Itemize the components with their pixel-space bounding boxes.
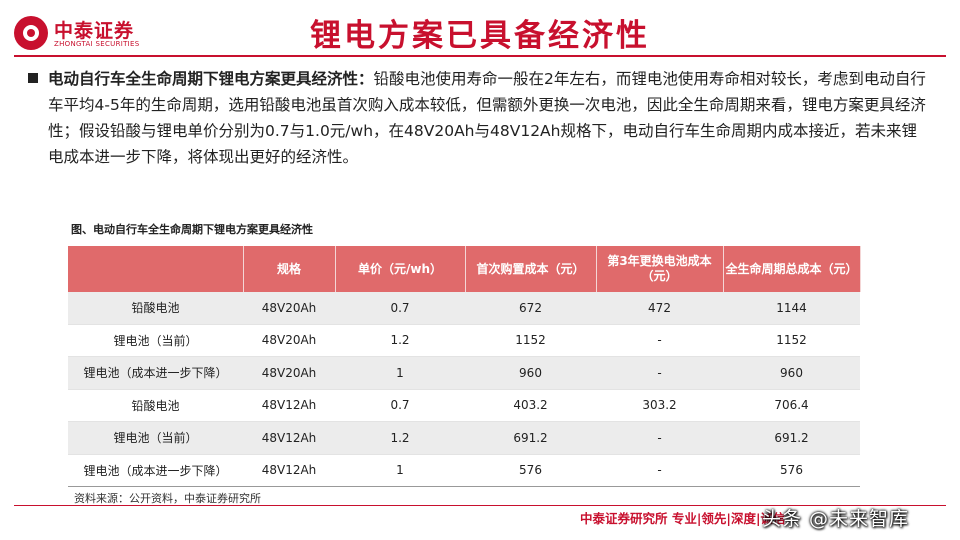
cell-total-cost: 576 (723, 454, 860, 487)
table-row: 锂电池（当前） 48V12Ah 1.2 691.2 - 691.2 (68, 421, 860, 455)
header-divider (14, 55, 946, 57)
header-replacement-cost: 第3年更换电池成本（元） (596, 246, 724, 292)
table-title: 图、电动自行车全生命周期下锂电方案更具经济性 (71, 223, 313, 236)
page-title: 锂电方案已具备经济性 (310, 18, 650, 54)
header-battery-type (68, 246, 244, 292)
cell-battery-type: 铅酸电池 (68, 389, 243, 422)
cell-initial-cost: 691.2 (465, 421, 596, 455)
cell-unit-price: 1.2 (335, 324, 465, 357)
header-spec: 规格 (243, 246, 336, 292)
paragraph-text: 电动自行车全生命周期下锂电方案更具经济性：铅酸电池使用寿命一般在2年左右，而锂电… (28, 66, 928, 170)
cell-unit-price: 0.7 (335, 389, 465, 422)
cell-initial-cost: 576 (465, 454, 596, 487)
paragraph-lead: 电动自行车全生命周期下锂电方案更具经济性： (48, 70, 374, 88)
body-paragraph: 电动自行车全生命周期下锂电方案更具经济性：铅酸电池使用寿命一般在2年左右，而锂电… (28, 66, 928, 170)
cell-total-cost: 691.2 (723, 421, 860, 455)
footer-divider (14, 505, 946, 506)
cell-initial-cost: 403.2 (465, 389, 596, 422)
cell-battery-type: 锂电池（成本进一步下降） (68, 454, 243, 487)
cell-unit-price: 1.2 (335, 421, 465, 455)
logo-name-en: ZHONGTAI SECURITIES (54, 40, 140, 48)
cell-battery-type: 铅酸电池 (68, 292, 243, 325)
cell-initial-cost: 672 (465, 292, 596, 325)
cell-initial-cost: 960 (465, 356, 596, 390)
cell-replacement-cost: 472 (596, 292, 723, 325)
table-row: 锂电池（当前） 48V20Ah 1.2 1152 - 1152 (68, 324, 860, 357)
cell-spec: 48V20Ah (243, 292, 335, 325)
table-row: 铅酸电池 48V12Ah 0.7 403.2 303.2 706.4 (68, 389, 860, 422)
cell-total-cost: 1144 (723, 292, 860, 325)
cell-battery-type: 锂电池（当前） (68, 421, 243, 455)
cell-replacement-cost: - (596, 356, 723, 390)
table-row: 锂电池（成本进一步下降） 48V20Ah 1 960 - 960 (68, 356, 860, 390)
table-row: 锂电池（成本进一步下降） 48V12Ah 1 576 - 576 (68, 454, 860, 487)
header-total-cost: 全生命周期总成本（元） (723, 246, 861, 292)
cell-spec: 48V20Ah (243, 324, 335, 357)
header-unit-price: 单价（元/wh） (335, 246, 466, 292)
cell-spec: 48V12Ah (243, 389, 335, 422)
cell-spec: 48V12Ah (243, 421, 335, 455)
cell-replacement-cost: 303.2 (596, 389, 723, 422)
cell-unit-price: 1 (335, 454, 465, 487)
cell-battery-type: 锂电池（成本进一步下降） (68, 356, 243, 390)
cell-unit-price: 1 (335, 356, 465, 390)
cell-total-cost: 706.4 (723, 389, 860, 422)
footer-slogan: 中泰证券研究所 专业|领先|深度|诚信 (580, 511, 786, 526)
cell-spec: 48V20Ah (243, 356, 335, 390)
cell-spec: 48V12Ah (243, 454, 335, 487)
cell-total-cost: 1152 (723, 324, 860, 357)
watermark: 头条 @未来智库 (762, 508, 910, 530)
cell-total-cost: 960 (723, 356, 860, 390)
logo-mark-icon (14, 16, 48, 50)
cost-comparison-table: 规格 单价（元/wh） 首次购置成本（元） 第3年更换电池成本（元） 全生命周期… (68, 246, 861, 487)
table-row: 铅酸电池 48V20Ah 0.7 672 472 1144 (68, 292, 860, 325)
table-header-row: 规格 单价（元/wh） 首次购置成本（元） 第3年更换电池成本（元） 全生命周期… (68, 246, 861, 292)
paragraph-body: 铅酸电池使用寿命一般在2年左右，而锂电池使用寿命相对较长，考虑到电动自行车平均4… (48, 70, 926, 166)
square-bullet-icon (28, 73, 38, 83)
header-initial-cost: 首次购置成本（元） (465, 246, 597, 292)
cell-initial-cost: 1152 (465, 324, 596, 357)
cell-battery-type: 锂电池（当前） (68, 324, 243, 357)
table-source-note: 资料来源：公开资料，中泰证券研究所 (74, 492, 261, 505)
cell-replacement-cost: - (596, 454, 723, 487)
cell-replacement-cost: - (596, 324, 723, 357)
cell-replacement-cost: - (596, 421, 723, 455)
logo-name-cn: 中泰证券 (54, 20, 135, 42)
company-logo: 中泰证券 ZHONGTAI SECURITIES (14, 14, 144, 54)
cell-unit-price: 0.7 (335, 292, 465, 325)
